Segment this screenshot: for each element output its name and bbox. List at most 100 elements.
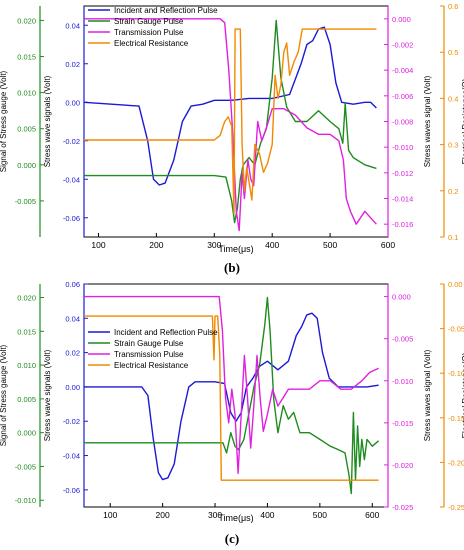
y-tick-label: -0.06: [63, 214, 80, 223]
y-axis-res: 0.1 0.2 0.3 0.4 0.5 0.6 Electrical Resistance(…: [440, 2, 464, 242]
y-axis-label: Signal of Stress gauge (Volt): [0, 344, 8, 446]
x-tick-label: 300: [207, 240, 221, 250]
y-tick-label: 0.5: [448, 48, 458, 57]
y-tick-label: -0.025: [392, 503, 413, 512]
chart-panel-c: 100 200 300 400 500 600 Time(μs) -0.010 -0.005 0.…: [0, 280, 464, 546]
x-axis-label: Time(μs): [218, 513, 253, 523]
y-tick-label: 0.02: [65, 349, 80, 358]
y-tick-label: 0.015: [17, 53, 36, 62]
y-axis-trans: -0.016 -0.014 -0.012 -0.010 -0.008 -0.006 -0.0…: [384, 6, 432, 237]
y-tick-label: 0.04: [65, 314, 80, 323]
y-axis-stress: -0.06 -0.04 -0.02 0.00 0.02 0.04 Stress wave s…: [43, 6, 88, 237]
x-tick-label: 100: [91, 240, 105, 250]
y-axis-label: Stress wave signals (Volt): [43, 75, 52, 167]
y-tick-label: -0.010: [392, 143, 413, 152]
y-axis-label: Electrical Resistance(Ω): [461, 352, 464, 438]
y-axis-gauge: -0.010 -0.005 0.000 0.005 0.010 0.015 0.020 Sig…: [0, 284, 44, 507]
y-tick-label: -0.005: [392, 335, 413, 344]
x-tick-label: 500: [323, 240, 337, 250]
x-tick-label: 600: [365, 510, 379, 520]
x-tick-label: 100: [103, 510, 117, 520]
y-tick-label: -0.012: [392, 169, 413, 178]
legend: Incident and Reflection Pulse Strain Gaug…: [88, 6, 218, 48]
y-axis-res: -0.25 -0.20 -0.15 -0.10 -0.05 0.00 Electrical …: [440, 280, 464, 512]
y-tick-label: 0.020: [17, 16, 36, 25]
legend-entry: Incident and Reflection Pulse: [114, 328, 218, 337]
x-tick-label: 500: [313, 510, 327, 520]
y-tick-label: -0.010: [15, 496, 36, 505]
y-tick-label: 0.005: [17, 125, 36, 134]
y-tick-label: 0.06: [65, 280, 80, 289]
y-axis-stress: -0.06 -0.04 -0.02 0.00 0.02 0.04 0.06 Stress wa…: [43, 280, 88, 507]
x-tick-label: 400: [260, 510, 274, 520]
y-axis-trans: -0.025 -0.020 -0.015 -0.010 -0.005 0.000 Stres…: [384, 284, 432, 512]
y-tick-label: -0.06: [63, 486, 80, 495]
y-tick-label: -0.004: [392, 66, 413, 75]
legend-entry: Incident and Reflection Pulse: [114, 6, 218, 15]
y-tick-label: 0.010: [17, 89, 36, 98]
y-tick-label: 0.04: [65, 21, 80, 30]
y-tick-label: -0.016: [392, 220, 413, 229]
y-tick-label: -0.002: [392, 41, 413, 50]
y-axis-gauge: -0.005 0.000 0.005 0.010 0.015 0.020 Signal of…: [0, 6, 44, 237]
legend-entry: Transmission Pulse: [114, 28, 184, 37]
y-tick-label: 0.010: [17, 361, 36, 370]
y-tick-label: 0.000: [392, 293, 411, 302]
chart-panel-b: 100 200 300 400 500 600 Time(μs) -0.005 0.000 0.0…: [0, 2, 464, 275]
x-tick-label: 600: [381, 240, 395, 250]
series-line-0: [84, 312, 379, 481]
plot-frame: [83, 283, 389, 508]
y-tick-label: 0.6: [448, 2, 458, 11]
y-tick-label: -0.15: [448, 414, 464, 423]
x-axis-label: Time(μs): [218, 244, 253, 254]
y-axis-label: Stress wave signals (Volt): [43, 349, 52, 441]
series-line-2: [84, 18, 377, 232]
y-tick-label: -0.020: [392, 461, 413, 470]
y-tick-label: -0.006: [392, 92, 413, 101]
y-tick-label: -0.014: [392, 195, 413, 204]
y-tick-label: 0.015: [17, 327, 36, 336]
x-tick-label: 400: [265, 240, 279, 250]
y-tick-label: 0.02: [65, 60, 80, 69]
y-tick-label: -0.04: [63, 452, 80, 461]
y-tick-label: 0.005: [17, 395, 36, 404]
y-tick-label: -0.02: [63, 137, 80, 146]
y-tick-label: 0.3: [448, 141, 458, 150]
y-axis-label: Electrical Resistance(Ω): [461, 78, 464, 164]
y-axis-label: Stress waves signal (Volt): [423, 349, 432, 441]
y-tick-label: 0.00: [448, 280, 463, 289]
legend-entry: Electrical Resistance: [114, 361, 189, 370]
y-tick-label: -0.008: [392, 118, 413, 127]
legend-entry: Electrical Resistance: [114, 39, 189, 48]
legend-entry: Strain Gauge Pulse: [114, 339, 184, 348]
y-axis-label: Stress waves signal (Volt): [423, 75, 432, 167]
y-axis-label: Signal of Stress gauge (Volt): [0, 70, 8, 172]
series-line-3: [84, 28, 377, 215]
y-tick-label: 0.00: [65, 383, 80, 392]
y-tick-label: -0.015: [392, 419, 413, 428]
y-tick-label: 0.000: [17, 161, 36, 170]
series-line-1: [84, 296, 380, 495]
y-tick-label: -0.10: [448, 369, 464, 378]
y-tick-label: -0.04: [63, 175, 80, 184]
y-tick-label: -0.010: [392, 377, 413, 386]
series-line-2: [84, 295, 379, 474]
series-line-1: [84, 19, 377, 224]
y-tick-label: 0.00: [65, 98, 80, 107]
legend-entry: Strain Gauge Pulse: [114, 17, 184, 26]
x-tick-label: 200: [149, 240, 163, 250]
panel-caption: (c): [225, 531, 239, 546]
y-tick-label: 0.2: [448, 187, 458, 196]
y-tick-label: 0.020: [17, 294, 36, 303]
x-tick-label: 300: [208, 510, 222, 520]
y-tick-label: -0.25: [448, 503, 464, 512]
y-tick-label: 0.1: [448, 233, 458, 242]
series-line-0: [84, 26, 377, 186]
y-tick-label: -0.005: [15, 197, 36, 206]
y-tick-label: 0.4: [448, 94, 458, 103]
y-tick-label: 0.000: [392, 15, 411, 24]
legend: Incident and Reflection Pulse Strain Gaug…: [88, 328, 218, 370]
y-tick-label: 0.000: [17, 429, 36, 438]
x-tick-label: 200: [156, 510, 170, 520]
